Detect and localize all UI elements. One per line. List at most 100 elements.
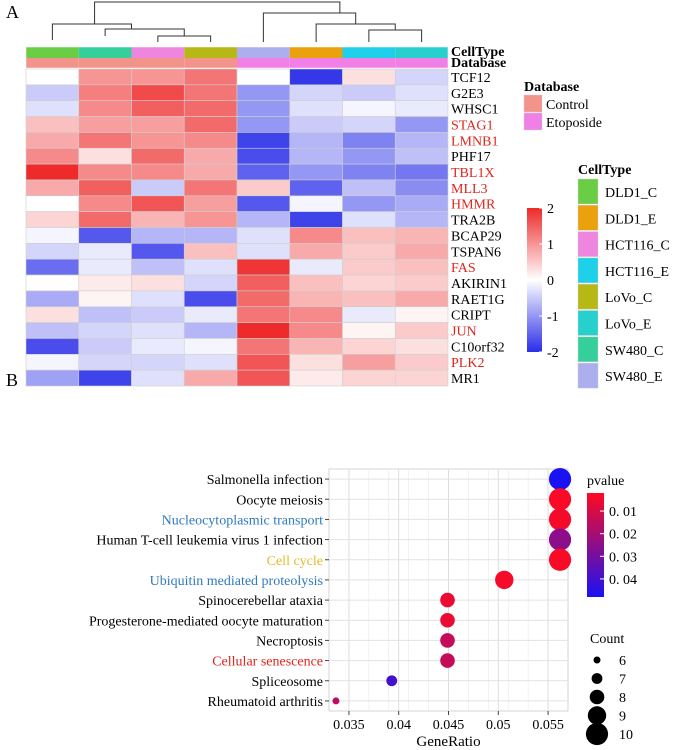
pvalue-color-bar	[587, 493, 604, 597]
gene-label: PLK2	[451, 356, 484, 371]
heatmap-cell	[78, 258, 132, 276]
term-dot	[440, 592, 455, 608]
heatmap-cell	[131, 68, 185, 86]
heatmap-cell	[183, 68, 238, 86]
heatmap-cell	[236, 211, 291, 228]
heatmap-cell	[342, 227, 396, 244]
heatmap-cell	[78, 163, 132, 181]
heatmap-cell	[236, 163, 291, 181]
heatmap-cell	[236, 68, 291, 86]
heatmap-cell	[342, 258, 396, 276]
heatmap-cell	[236, 84, 291, 101]
term-dot	[440, 612, 455, 628]
heatmap-cell	[25, 211, 80, 228]
heatmap-cell	[183, 227, 238, 244]
count-legend-dot	[591, 673, 603, 684]
x-tick-label: 0.055	[532, 718, 564, 733]
heatmap-cell	[183, 163, 238, 181]
heatmap-cell	[183, 274, 238, 292]
celltype-legend-label: LoVo_C	[605, 291, 652, 306]
term-label: Cellular senescence	[212, 655, 323, 670]
count-legend-title: Count	[590, 632, 624, 647]
celltype-legend-label: DLD1_E	[605, 212, 656, 227]
heatmap-cell	[289, 353, 343, 371]
heatmap-cell	[131, 243, 185, 260]
heatmap-cell	[236, 227, 291, 244]
database-annotation-label: Database	[451, 56, 506, 71]
heatmap-cell	[78, 84, 132, 101]
heatmap-cell	[236, 290, 291, 308]
heatmap-cell	[236, 306, 291, 323]
heatmap-cell	[342, 84, 396, 101]
heatmap-cell	[78, 100, 132, 117]
heatmap-cell	[183, 211, 238, 228]
heatmap-cell	[394, 353, 449, 371]
heatmap-cell	[289, 132, 343, 149]
heatmap-cell	[25, 258, 80, 276]
heatmap-cell	[183, 116, 238, 133]
heatmap-cell	[394, 179, 449, 197]
heatmap-cell	[342, 306, 396, 323]
term-dot	[548, 548, 572, 571]
annotation-frame	[25, 46, 449, 69]
heatmap-cell	[25, 195, 80, 212]
heatmap-cell	[394, 258, 449, 276]
heatmap-cell	[394, 147, 449, 165]
heatmap-cell	[342, 290, 396, 308]
color-bar-tick-label: 2	[547, 202, 554, 217]
celltype-annotation-cell	[131, 47, 185, 58]
gene-label: BCAP29	[451, 229, 502, 244]
heatmap-cell	[236, 274, 291, 292]
heatmap-cell	[131, 211, 185, 228]
database-annotation-cell	[78, 58, 132, 68]
heatmap-cell	[131, 100, 185, 117]
x-tick-label: 0.04	[386, 718, 411, 733]
heatmap-cell	[78, 243, 132, 260]
heatmap-cell	[289, 290, 343, 308]
heatmap-cell	[289, 369, 343, 387]
celltype-annotation-cell	[26, 47, 79, 58]
database-legend-label: Etoposide	[546, 116, 602, 131]
heatmap-cell	[394, 274, 449, 292]
heatmap-cell	[289, 227, 343, 244]
heatmap-cell	[289, 211, 343, 228]
heatmap-cell	[394, 227, 449, 244]
heatmap-cell	[289, 306, 343, 323]
count-legend-label: 6	[619, 654, 626, 669]
heatmap-cell	[25, 132, 80, 149]
heatmap-cell	[131, 227, 185, 244]
panel-label-b: B	[6, 370, 18, 390]
dendrogram-branch	[368, 29, 423, 42]
gene-label: JUN	[451, 325, 477, 340]
celltype-legend-label: HCT116_C	[605, 239, 670, 254]
dendrogram-branch	[262, 12, 357, 42]
database-annotation-cell	[184, 58, 237, 68]
heatmap-cell	[131, 179, 185, 197]
count-legend-dot	[585, 722, 609, 746]
gene-label: HMMR	[451, 198, 496, 213]
celltype-annotation-cell	[237, 47, 290, 58]
heatmap-cell	[394, 163, 449, 181]
panel-label-a: A	[6, 2, 19, 22]
gene-label: CRIPT	[451, 309, 491, 324]
heatmap-cell	[78, 290, 132, 308]
heatmap-cell	[236, 132, 291, 149]
gene-label: PHF17	[451, 150, 491, 165]
heatmap-cell	[394, 100, 449, 117]
x-tick-label: 0.035	[333, 718, 365, 733]
pvalue-tick-label: 0. 03	[609, 550, 637, 565]
heatmap-cell	[25, 322, 80, 339]
heatmap-cell	[394, 243, 449, 260]
pvalue-legend-title: pvalue	[587, 474, 624, 489]
count-legend-dot	[593, 656, 601, 664]
heatmap-cell	[131, 322, 185, 339]
heatmap-cell	[289, 116, 343, 133]
count-legend-label: 9	[619, 710, 626, 725]
heatmap-cell	[394, 68, 449, 86]
celltype-legend-swatch	[577, 362, 599, 389]
celltype-legend-swatch	[577, 257, 599, 284]
heatmap-cell	[78, 306, 132, 323]
heatmap-cell	[183, 353, 238, 371]
heatmap-cell	[25, 163, 80, 181]
heatmap-cell	[289, 100, 343, 117]
